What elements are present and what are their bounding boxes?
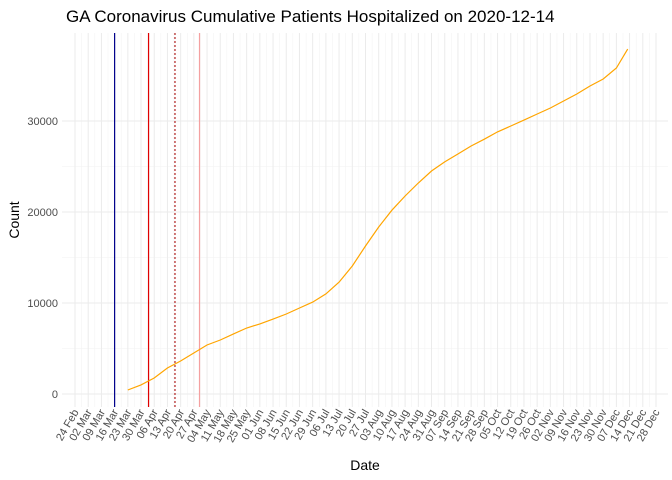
y-tick-label: 30000 bbox=[27, 116, 58, 128]
chart-title: GA Coronavirus Cumulative Patients Hospi… bbox=[66, 7, 555, 26]
y-tick-label: 0 bbox=[52, 389, 58, 401]
y-tick-label: 10000 bbox=[27, 298, 58, 310]
y-axis-title: Count bbox=[6, 201, 22, 238]
x-axis-title: Date bbox=[350, 457, 380, 473]
y-tick-label: 20000 bbox=[27, 207, 58, 219]
data-line bbox=[127, 48, 629, 391]
